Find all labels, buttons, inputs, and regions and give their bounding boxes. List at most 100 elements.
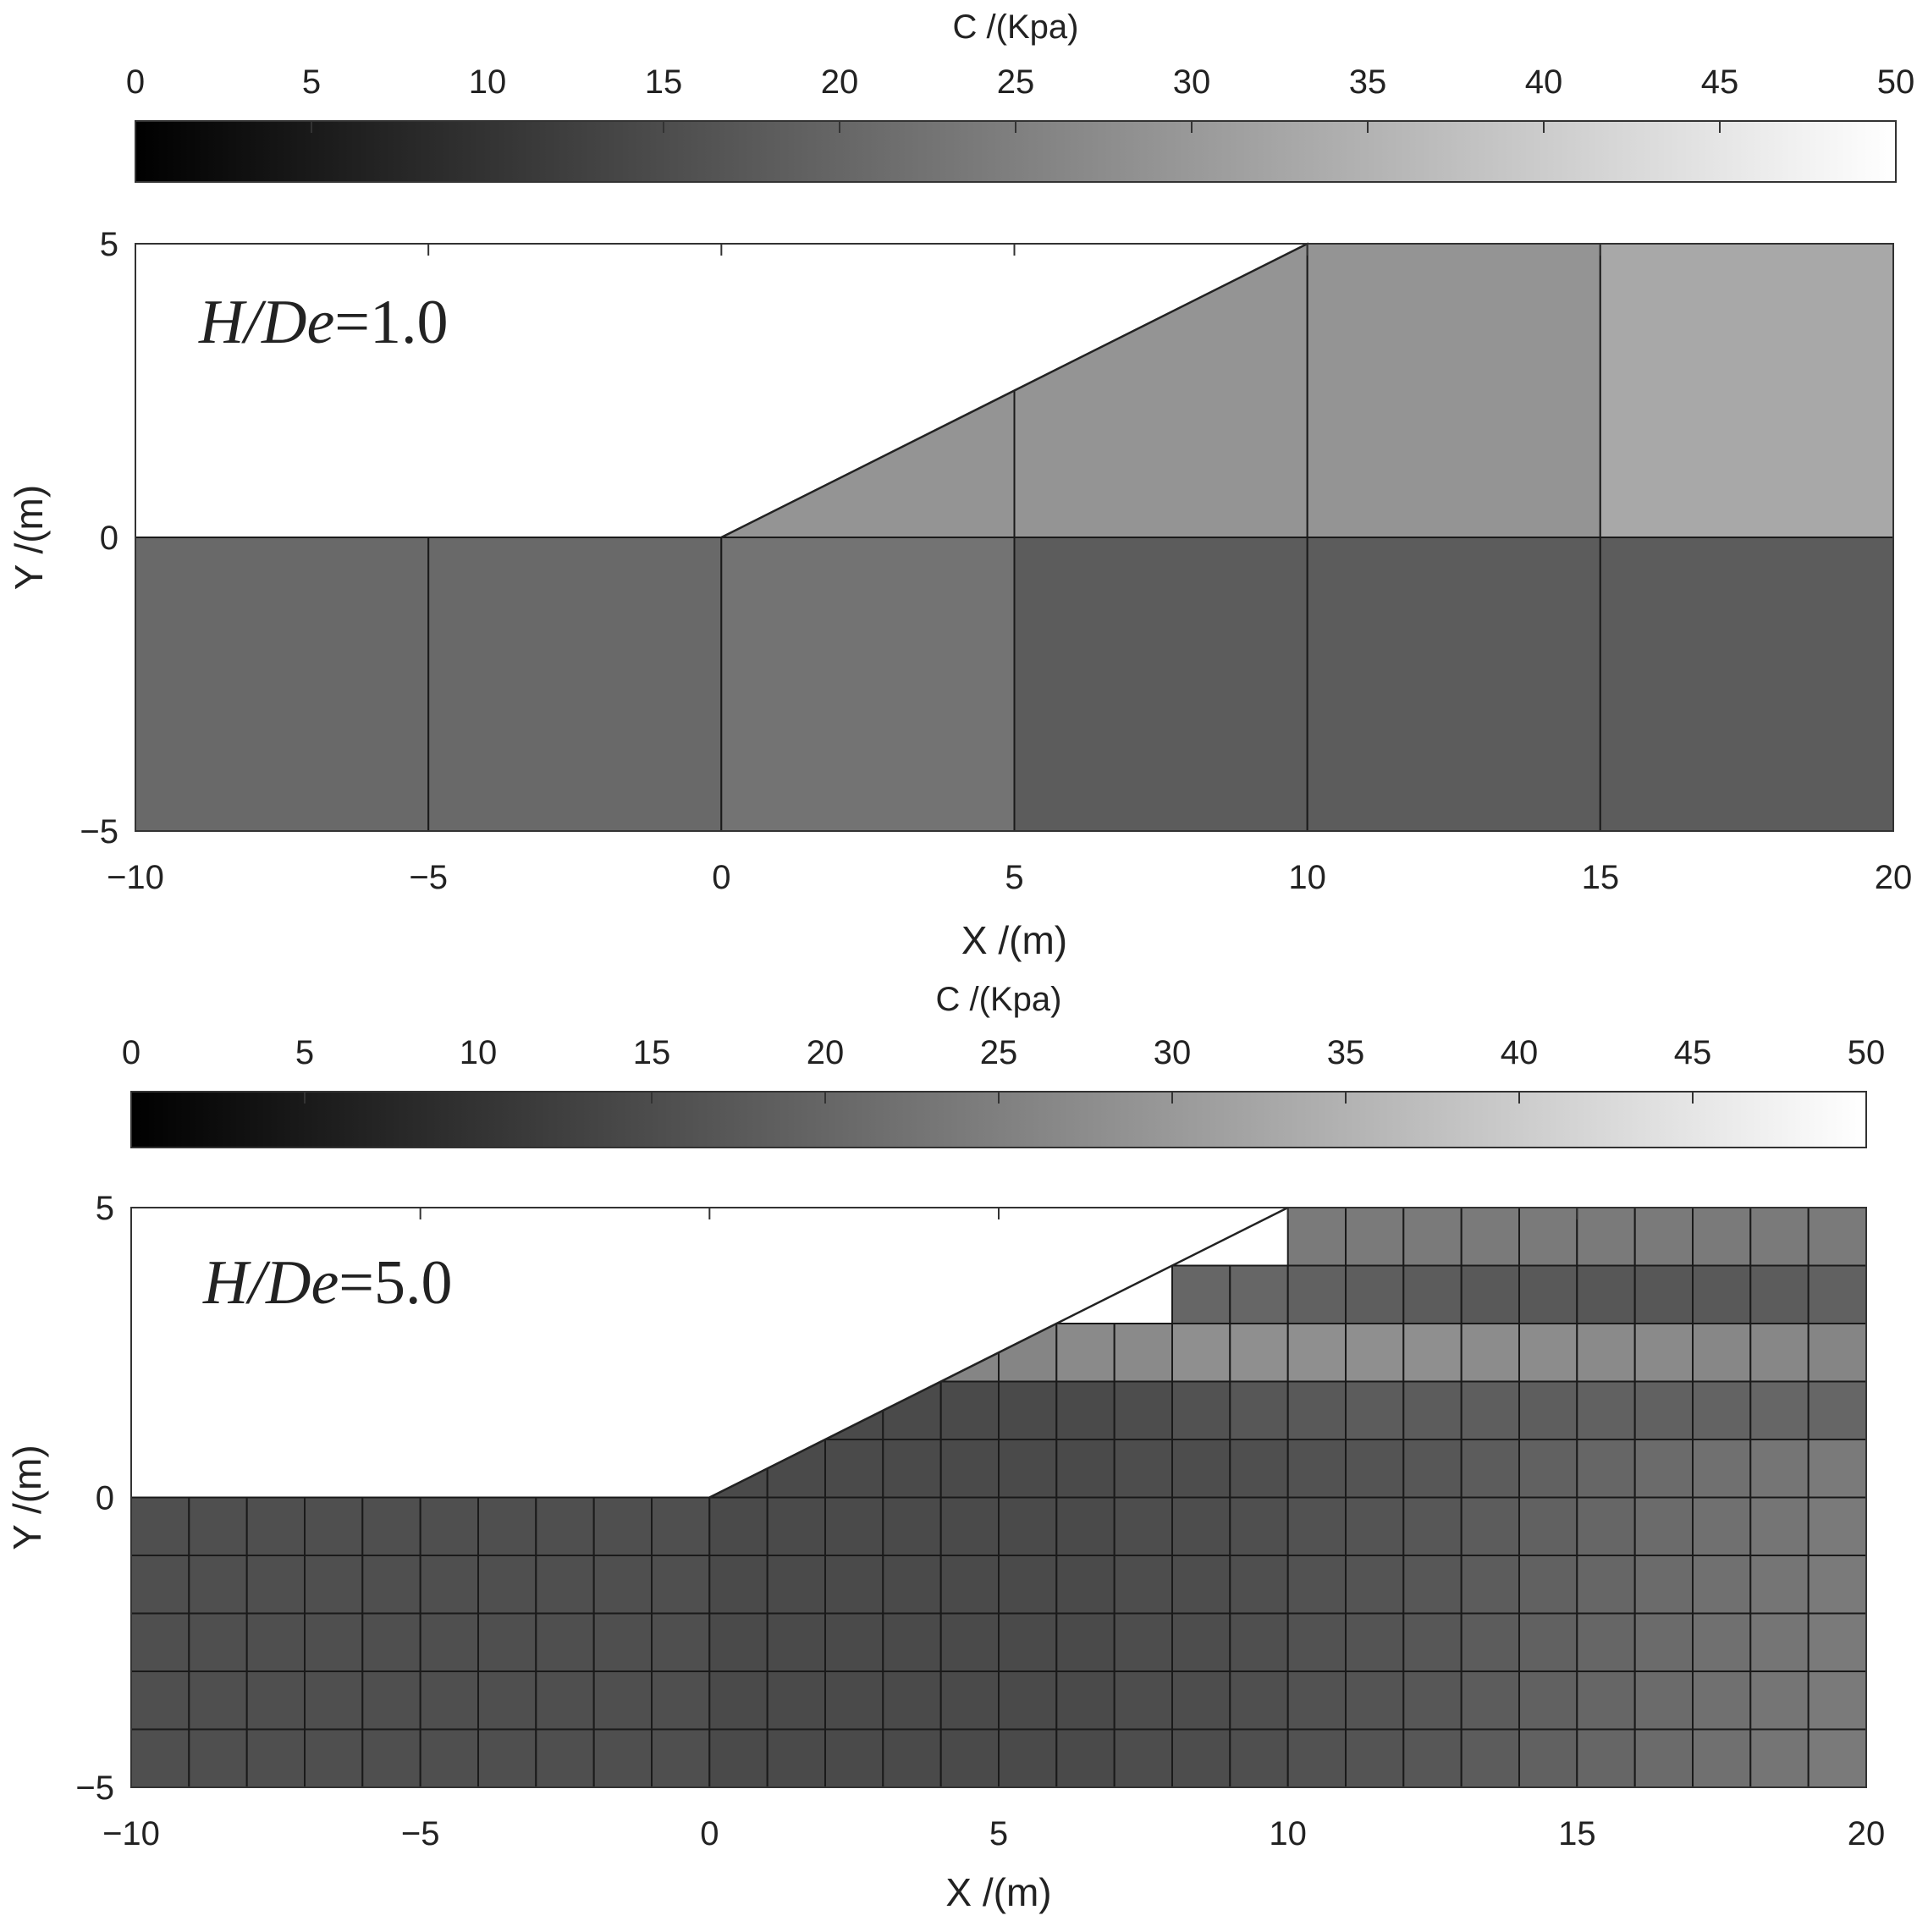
x-tick-label: 5 (1005, 859, 1023, 896)
heatmap-cell (824, 1496, 884, 1556)
heatmap-cell (477, 1671, 537, 1731)
cell-grid (135, 242, 1894, 832)
heatmap-cell (1286, 1207, 1347, 1267)
slope-surface-line (708, 1206, 1289, 1499)
heatmap-cell (1518, 1496, 1578, 1556)
colorbar-tick-label: 0 (122, 1034, 140, 1071)
heatmap-cell (1113, 1496, 1173, 1556)
heatmap-cell (1171, 1323, 1231, 1383)
heatmap-cell (1113, 1728, 1173, 1788)
heatmap-cell (1518, 1612, 1578, 1672)
heatmap-cell (1286, 1264, 1347, 1324)
heatmap-cell (1402, 1555, 1463, 1615)
heatmap-cell (1460, 1264, 1520, 1324)
heatmap-cell (1286, 1380, 1347, 1440)
heatmap-cell (1692, 1207, 1752, 1267)
heatmap-cell (535, 1612, 595, 1672)
colorbar-tick-label: 20 (807, 1034, 845, 1071)
heatmap-cell (766, 1496, 826, 1556)
colorbar-title: C /(Kpa) (936, 981, 1062, 1018)
heatmap-cell (1113, 1555, 1173, 1615)
heatmap-cell (419, 1671, 479, 1731)
colorbar: 0 5 10 15 20 25 30 35 40 45 50 C /(Kpa) (126, 8, 1914, 183)
heatmap-cell (1055, 1380, 1115, 1440)
heatmap-cell (1402, 1612, 1463, 1672)
heatmap-cell (1460, 1496, 1520, 1556)
heatmap-cell (1171, 1439, 1231, 1499)
x-tick-label: 10 (1288, 859, 1326, 896)
heatmap-cell (1055, 1612, 1115, 1672)
heatmap-cell (361, 1496, 421, 1556)
x-tick-label: 20 (1848, 1815, 1886, 1852)
heatmap-cell (1171, 1671, 1231, 1731)
heatmap-cell (592, 1555, 653, 1615)
heatmap-cell (1576, 1380, 1636, 1440)
heatmap-cell (998, 1728, 1058, 1788)
x-tick-label: −5 (409, 859, 448, 896)
heatmap-cell (1576, 1671, 1636, 1731)
heatmap-cell (1749, 1439, 1810, 1499)
heatmap-cell (651, 1612, 711, 1672)
colorbar-tick-label: 35 (1349, 63, 1387, 101)
heatmap-cell (1229, 1264, 1289, 1324)
heatmap-cell (998, 1612, 1058, 1672)
heatmap-cell (1749, 1728, 1810, 1788)
heatmap-cell (1460, 1612, 1520, 1672)
heatmap-cell (1055, 1555, 1115, 1615)
heatmap-cell (1576, 1323, 1636, 1383)
heatmap-cell (1460, 1555, 1520, 1615)
colorbar-tick-label: 25 (997, 63, 1035, 101)
heatmap-cell (1171, 1555, 1231, 1615)
heatmap-cell (592, 1728, 653, 1788)
heatmap-cell (1633, 1671, 1694, 1731)
heatmap-cell (1113, 1323, 1173, 1383)
heatmap-cell (188, 1612, 248, 1672)
heatmap-cell (766, 1555, 826, 1615)
heatmap-cell (245, 1728, 306, 1788)
heatmap-cell (1807, 1671, 1867, 1731)
heatmap-cell (130, 1496, 190, 1556)
heatmap-cell (245, 1555, 306, 1615)
heatmap-cell (1807, 1555, 1867, 1615)
heatmap-cell (708, 1671, 768, 1731)
heatmap-cell (1807, 1612, 1867, 1672)
heatmap-cell (720, 537, 1016, 832)
heatmap-cell (1692, 1555, 1752, 1615)
heatmap-cell (1229, 1671, 1289, 1731)
heatmap-cell (535, 1671, 595, 1731)
heatmap-cell (1345, 1728, 1405, 1788)
heatmap-cell (130, 1671, 190, 1731)
colorbar-tick-label: 20 (821, 63, 859, 101)
heatmap-cell (535, 1496, 595, 1556)
heatmap-cell (1807, 1380, 1867, 1440)
heatmap-cell (1229, 1439, 1289, 1499)
heatmap-cell (1055, 1671, 1115, 1731)
heatmap-cell (1692, 1439, 1752, 1499)
colorbar-tick-label: 30 (1154, 1034, 1192, 1071)
heatmap-cell (824, 1728, 884, 1788)
heatmap-cell (939, 1612, 1000, 1672)
heatmap-cell (651, 1555, 711, 1615)
x-tick-label: −10 (102, 1815, 160, 1852)
heatmap-cell (477, 1555, 537, 1615)
x-tick-label: 20 (1875, 859, 1913, 896)
heatmap-cell (245, 1612, 306, 1672)
heatmap-cell (1345, 1207, 1405, 1267)
heatmap-cell (592, 1671, 653, 1731)
colorbar: 0 5 10 15 20 25 30 35 40 45 50 C /(Kpa) (122, 981, 1885, 1148)
heatmap-cell (304, 1612, 364, 1672)
heatmap-cell (1286, 1323, 1347, 1383)
ratio-annotation: H/De=5.0 (202, 1248, 453, 1318)
heatmap-cell (1692, 1496, 1752, 1556)
heatmap-cell (1692, 1728, 1752, 1788)
heatmap-cell (1055, 1439, 1115, 1499)
heatmap-cell (1576, 1439, 1636, 1499)
heatmap-cell (1692, 1264, 1752, 1324)
heatmap-cell (1286, 1439, 1347, 1499)
heatmap-cell (1345, 1612, 1405, 1672)
y-tick-label: 5 (96, 1190, 114, 1227)
colorbar-tick-label: 5 (295, 1034, 314, 1071)
heatmap-cell (882, 1379, 942, 1440)
heatmap-cell (1807, 1207, 1867, 1267)
